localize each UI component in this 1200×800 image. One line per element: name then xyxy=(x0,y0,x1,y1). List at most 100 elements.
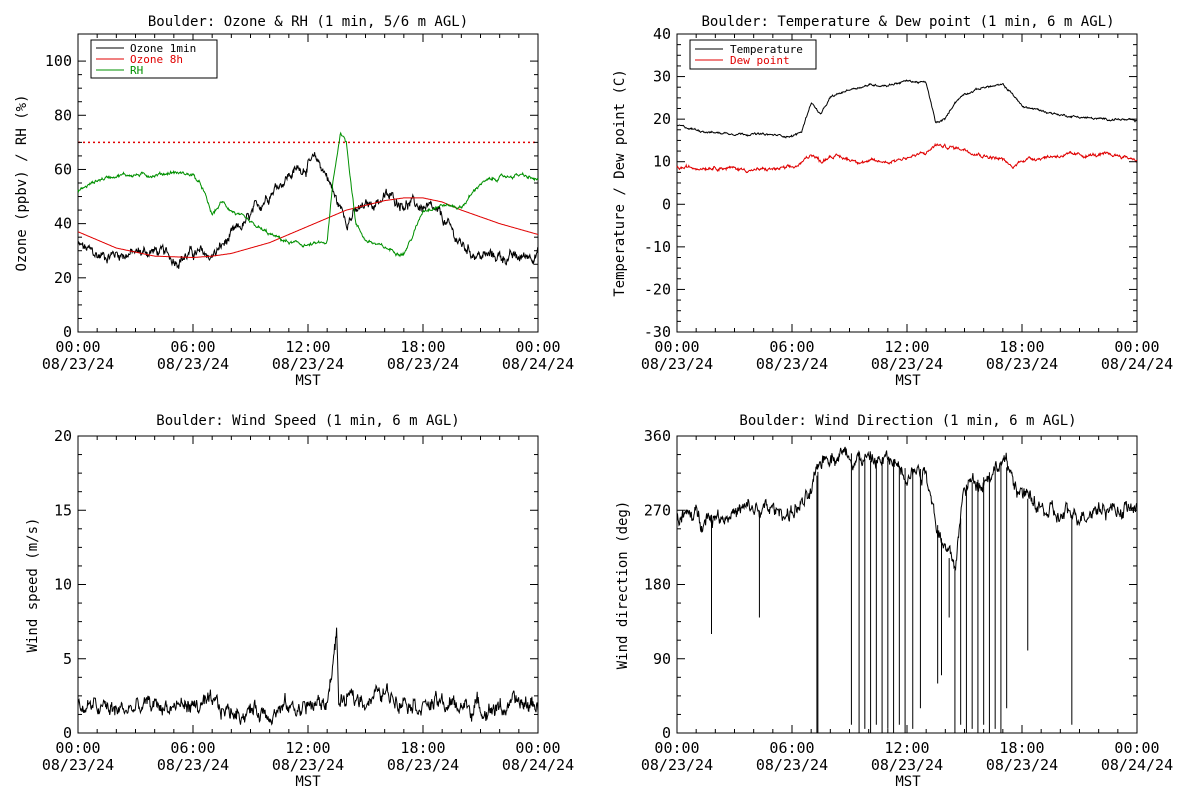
x-tick-label: 06:00 xyxy=(170,739,215,757)
legend-label-ozone-8h: Ozone 8h xyxy=(130,53,183,66)
y-tick-label: 10 xyxy=(54,576,72,594)
x-tick-date: 08/23/24 xyxy=(157,355,229,373)
x-tick-date: 08/23/24 xyxy=(42,756,114,774)
y-tick-label: 20 xyxy=(653,110,671,128)
x-tick-date: 08/24/24 xyxy=(502,756,574,774)
x-tick-date: 08/23/24 xyxy=(871,355,943,373)
x-tick-label: 12:00 xyxy=(285,739,330,757)
x-tick-label: 12:00 xyxy=(884,338,929,356)
x-tick-label: 00:00 xyxy=(654,338,699,356)
y-axis-label: Ozone (ppbv) / RH (%) xyxy=(14,94,30,271)
x-tick-date: 08/23/24 xyxy=(986,756,1058,774)
series-line xyxy=(77,627,539,726)
series-line xyxy=(676,79,1138,139)
x-tick-label: 06:00 xyxy=(769,338,814,356)
series-line xyxy=(676,446,1138,571)
legend-label-ozone-1min: Ozone 1min xyxy=(130,42,196,55)
x-tick-date: 08/23/24 xyxy=(387,355,459,373)
chart-title: Boulder: Temperature & Dew point (1 min,… xyxy=(701,14,1114,30)
y-tick-label: 15 xyxy=(54,501,72,519)
x-tick-label: 00:00 xyxy=(55,739,100,757)
x-tick-date: 08/23/24 xyxy=(387,756,459,774)
y-tick-label: 0 xyxy=(662,195,671,213)
series-line xyxy=(77,131,539,258)
x-tick-label: 06:00 xyxy=(769,739,814,757)
x-tick-label: 00:00 xyxy=(55,338,100,356)
plot-frame xyxy=(77,435,539,734)
legend-label-rh: RH xyxy=(130,64,143,77)
x-tick-label: 18:00 xyxy=(999,338,1044,356)
legend: Ozone 1min Ozone 8h RH xyxy=(90,39,218,79)
y-tick-label: 0 xyxy=(662,724,671,742)
plot-frame xyxy=(77,33,539,333)
y-tick-label: 30 xyxy=(653,68,671,86)
x-tick-date: 08/23/24 xyxy=(157,756,229,774)
ticks-layer: 09018027036000:0008/23/2406:0008/23/2412… xyxy=(641,427,1173,774)
series-line xyxy=(676,142,1138,174)
y-tick-label: 20 xyxy=(54,269,72,287)
y-tick-label: 60 xyxy=(54,160,72,178)
x-tick-date: 08/23/24 xyxy=(756,355,828,373)
y-axis-label: Temperature / Dew point (C) xyxy=(612,69,628,297)
x-tick-label: 12:00 xyxy=(884,739,929,757)
panel-temperature: Boulder: Temperature & Dew point (1 min,… xyxy=(612,14,1173,389)
y-tick-label: 40 xyxy=(54,215,72,233)
y-axis-label: Wind speed (m/s) xyxy=(25,518,41,653)
y-tick-label: 270 xyxy=(644,501,671,519)
legend: Temperature Dew point xyxy=(689,39,817,70)
y-tick-label: 100 xyxy=(45,52,72,70)
series-layer xyxy=(676,446,1138,733)
y-tick-label: -20 xyxy=(644,280,671,298)
y-tick-label: 20 xyxy=(54,427,72,445)
series-layer xyxy=(77,627,539,726)
y-tick-label: 40 xyxy=(653,25,671,43)
ticks-layer: -30-20-1001020304000:0008/23/2406:0008/2… xyxy=(641,25,1173,373)
x-axis-label: MST xyxy=(895,774,921,790)
y-tick-label: 5 xyxy=(63,650,72,668)
x-tick-label: 06:00 xyxy=(170,338,215,356)
series-layer xyxy=(77,131,539,269)
x-tick-label: 12:00 xyxy=(285,338,330,356)
ticks-layer: 0510152000:0008/23/2406:0008/23/2412:000… xyxy=(42,427,574,774)
x-tick-date: 08/23/24 xyxy=(641,355,713,373)
y-tick-label: 80 xyxy=(54,106,72,124)
x-axis-label: MST xyxy=(295,373,321,389)
x-tick-date: 08/23/24 xyxy=(986,355,1058,373)
plot-frame xyxy=(676,33,1138,333)
x-tick-label: 00:00 xyxy=(515,739,560,757)
panel-ozone: Boulder: Ozone & RH (1 min, 5/6 m AGL) 0… xyxy=(14,14,574,389)
chart-title: Boulder: Wind Direction (1 min, 6 m AGL) xyxy=(739,413,1076,429)
x-tick-date: 08/24/24 xyxy=(502,355,574,373)
series-line xyxy=(77,152,539,269)
x-axis-label: MST xyxy=(895,373,921,389)
x-tick-label: 00:00 xyxy=(1114,338,1159,356)
y-tick-label: 10 xyxy=(653,153,671,171)
ticks-layer: 02040608010000:0008/23/2406:0008/23/2412… xyxy=(42,34,574,373)
y-tick-label: 360 xyxy=(644,427,671,445)
y-tick-label: 90 xyxy=(653,650,671,668)
x-tick-label: 00:00 xyxy=(515,338,560,356)
chart-title: Boulder: Ozone & RH (1 min, 5/6 m AGL) xyxy=(148,14,468,30)
y-tick-label: -10 xyxy=(644,238,671,256)
y-tick-label: 0 xyxy=(63,724,72,742)
x-tick-label: 00:00 xyxy=(1114,739,1159,757)
x-tick-date: 08/23/24 xyxy=(871,756,943,774)
chart-title: Boulder: Wind Speed (1 min, 6 m AGL) xyxy=(156,413,459,429)
x-tick-label: 00:00 xyxy=(654,739,699,757)
x-tick-date: 08/23/24 xyxy=(756,756,828,774)
panel-wind-direction: Boulder: Wind Direction (1 min, 6 m AGL)… xyxy=(615,413,1173,790)
plot-frame xyxy=(676,435,1138,734)
x-tick-date: 08/23/24 xyxy=(272,355,344,373)
legend-box xyxy=(689,39,817,70)
panel-wind-speed: Boulder: Wind Speed (1 min, 6 m AGL) 0 5 1… xyxy=(25,413,574,790)
x-tick-date: 08/23/24 xyxy=(272,756,344,774)
x-tick-date: 08/23/24 xyxy=(42,355,114,373)
legend-label-dew-point: Dew point xyxy=(730,54,790,67)
x-tick-label: 18:00 xyxy=(400,338,445,356)
x-tick-date: 08/24/24 xyxy=(1101,355,1173,373)
y-axis-label: Wind direction (deg) xyxy=(615,501,631,670)
y-tick-label: -30 xyxy=(644,323,671,341)
x-tick-label: 18:00 xyxy=(999,739,1044,757)
x-tick-date: 08/23/24 xyxy=(641,756,713,774)
